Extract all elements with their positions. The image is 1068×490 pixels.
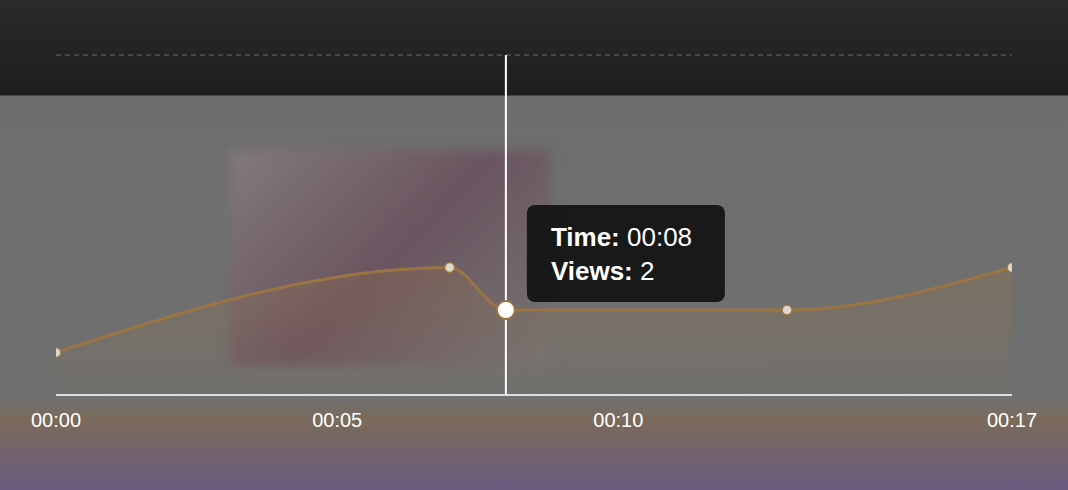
svg-text:00:10: 00:10 (593, 409, 643, 431)
svg-text:00:05: 00:05 (312, 409, 362, 431)
svg-text:00:00: 00:00 (31, 409, 81, 431)
svg-text:Time: 00:08: Time: 00:08 (551, 222, 692, 252)
svg-text:00:17: 00:17 (987, 409, 1037, 431)
svg-text:Views: 2: Views: 2 (551, 256, 655, 286)
